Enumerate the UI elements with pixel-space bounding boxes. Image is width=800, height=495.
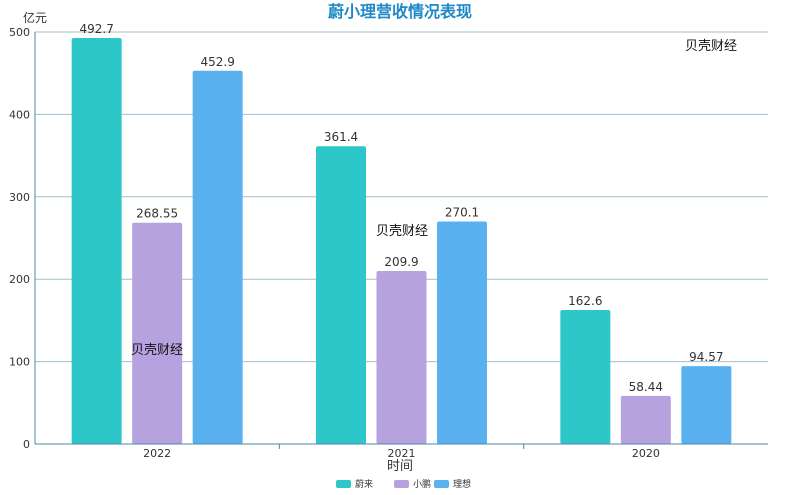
legend-swatch: [434, 480, 449, 488]
legend-label: 理想: [453, 478, 471, 490]
legend-label: 小鹏: [413, 478, 431, 490]
x-axis-label: 时间: [387, 459, 413, 474]
legend-swatch: [336, 480, 351, 488]
bar: [192, 70, 243, 445]
legend-label: 蔚来: [355, 478, 373, 490]
y-axis-label: 亿元: [23, 10, 47, 25]
x-tick-label: 2021: [388, 447, 416, 460]
data-label: 94.57: [689, 350, 723, 364]
y-tick-label: 400: [9, 108, 30, 121]
y-tick-label: 200: [9, 273, 30, 286]
watermark-text: 贝壳财经: [376, 224, 428, 239]
y-tick-label: 300: [9, 191, 30, 204]
y-tick-label: 500: [9, 26, 30, 39]
legend-swatch: [394, 480, 409, 488]
chart-title: 蔚小理营收情况表现: [328, 2, 472, 21]
data-label: 270.1: [445, 205, 479, 219]
x-tick-label: 2022: [143, 447, 171, 460]
y-tick-label: 100: [9, 356, 30, 369]
y-tick-label: 0: [23, 438, 30, 451]
bar: [681, 366, 732, 444]
data-label: 268.55: [136, 207, 178, 221]
bar: [620, 395, 671, 444]
bar: [376, 271, 427, 444]
data-label: 162.6: [568, 294, 602, 308]
watermark-text: 贝壳财经: [685, 39, 737, 54]
bar: [316, 146, 366, 444]
data-label: 58.44: [629, 380, 663, 394]
bar: [71, 38, 122, 445]
data-label: 492.7: [79, 22, 113, 36]
data-label: 361.4: [324, 130, 358, 144]
bar: [560, 310, 611, 444]
x-tick-label: 2020: [632, 447, 660, 460]
watermark-text: 贝壳财经: [131, 343, 183, 358]
bar: [437, 221, 487, 444]
bar: [132, 222, 183, 444]
data-label: 452.9: [200, 55, 234, 69]
data-label: 209.9: [384, 255, 418, 269]
